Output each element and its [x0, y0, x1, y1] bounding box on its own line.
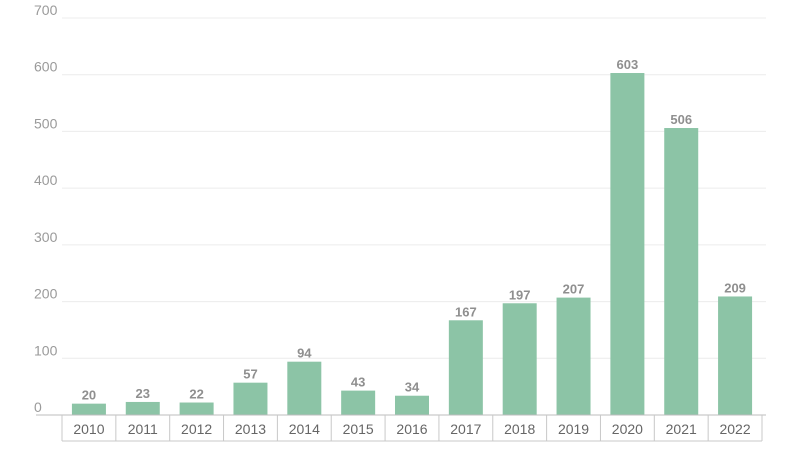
- bar-2019: [556, 297, 591, 415]
- x-tick-label-2019: 2019: [558, 421, 589, 437]
- data-label-2020: 603: [617, 57, 639, 72]
- data-label-2015: 43: [351, 375, 365, 390]
- y-tick-label: 0: [34, 399, 42, 415]
- y-axis-ticks: 0 100 200 300 400 500 600 700: [34, 2, 58, 415]
- data-label-2022: 209: [724, 280, 746, 295]
- bar-2014: [287, 361, 322, 415]
- x-tick-label-2016: 2016: [396, 421, 427, 437]
- y-tick-label: 400: [34, 172, 58, 188]
- x-tick-label-2018: 2018: [504, 421, 535, 437]
- bar-2021: [664, 128, 699, 416]
- y-tick-label: 100: [34, 342, 58, 358]
- y-tick-label: 200: [34, 286, 58, 302]
- x-tick-label-2013: 2013: [235, 421, 266, 437]
- y-tick-label: 300: [34, 229, 58, 245]
- data-label-2021: 506: [670, 112, 692, 127]
- y-tick-label: 700: [34, 2, 58, 18]
- x-axis: 2010 2011 2012 2013 2014 2015 2016 2017 2018 2019…: [36, 414, 766, 442]
- gridlines: [62, 17, 766, 359]
- bar-2012: [179, 402, 214, 415]
- y-tick-label: 500: [34, 115, 58, 131]
- bar-2013: [233, 382, 268, 415]
- bar-2017: [448, 320, 483, 415]
- x-tick-label-2022: 2022: [719, 421, 750, 437]
- data-label-2012: 22: [189, 387, 203, 402]
- data-label-2010: 20: [82, 388, 96, 403]
- x-tick-label-2010: 2010: [73, 421, 104, 437]
- bar-2015: [341, 390, 376, 415]
- x-tick-label-2017: 2017: [450, 421, 481, 437]
- data-label-2011: 23: [136, 386, 150, 401]
- data-label-2013: 57: [243, 367, 257, 382]
- bar-2020: [610, 73, 645, 416]
- data-label-2018: 197: [509, 287, 531, 302]
- data-labels: 20 23 22 57 94 43 34 167 197 207 603 506 209: [82, 57, 746, 403]
- x-tick-label-2020: 2020: [612, 421, 643, 437]
- x-tick-label-2021: 2021: [666, 421, 697, 437]
- bar-2010: [71, 403, 106, 415]
- bar-2011: [125, 401, 160, 415]
- bar-2016: [395, 395, 429, 415]
- x-tick-label-2014: 2014: [289, 421, 320, 437]
- data-label-2014: 94: [297, 346, 312, 361]
- x-tick-label-2012: 2012: [181, 421, 212, 437]
- x-tick-label-2015: 2015: [343, 421, 374, 437]
- data-label-2017: 167: [455, 304, 477, 319]
- bar-2018: [502, 303, 537, 415]
- bars: [71, 73, 753, 416]
- y-tick-label: 600: [34, 59, 58, 75]
- data-label-2016: 34: [405, 380, 420, 395]
- data-label-2019: 207: [563, 282, 585, 297]
- x-tick-label-2011: 2011: [128, 421, 158, 437]
- bar-2022: [718, 296, 753, 415]
